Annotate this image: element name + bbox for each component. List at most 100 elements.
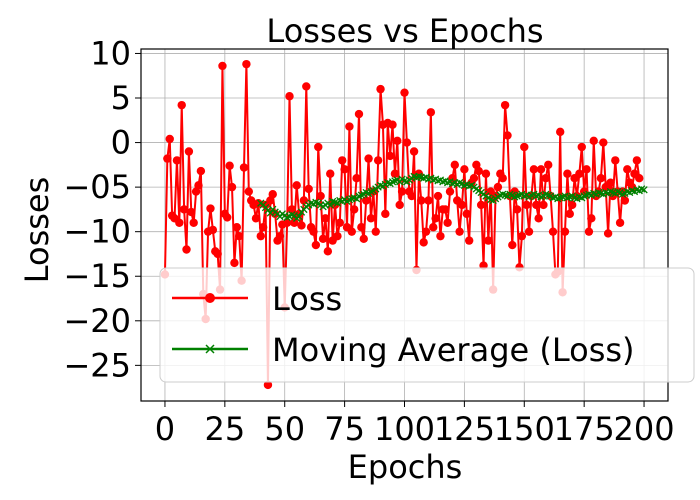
loss-point [462, 209, 471, 219]
loss-point [417, 196, 426, 205]
loss-point [318, 234, 328, 244]
moving-average-point [499, 190, 507, 198]
loss-point [441, 205, 450, 214]
loss-point [632, 156, 642, 165]
loss-point [290, 218, 299, 227]
loss-point [587, 214, 596, 223]
loss-point [165, 134, 174, 144]
y-tick-label: −10 [63, 213, 131, 251]
moving-average-point [326, 201, 334, 209]
moving-average-point [331, 198, 339, 206]
legend-loss-label: Loss [272, 280, 342, 318]
loss-point [544, 160, 553, 170]
loss-point [541, 174, 551, 183]
loss-point [429, 223, 438, 232]
loss-point [560, 227, 570, 236]
loss-point [208, 225, 218, 235]
loss-point [206, 204, 215, 213]
loss-point [539, 200, 548, 210]
loss-point [395, 200, 404, 210]
loss-point [512, 205, 522, 214]
x-axis-label: Epochs [348, 448, 463, 486]
loss-point [335, 218, 345, 227]
moving-average-point [594, 188, 603, 197]
y-tick-label: 10 [90, 34, 131, 72]
loss-point [556, 127, 565, 137]
loss-point [364, 154, 373, 163]
loss-point [345, 122, 354, 131]
plot-area [160, 59, 648, 390]
loss-point [611, 156, 620, 165]
loss-point [352, 174, 361, 183]
loss-point [393, 136, 402, 145]
y-tick-label: 5 [111, 79, 131, 117]
moving-average-point [455, 179, 464, 187]
x-tick-label: 25 [204, 410, 245, 448]
moving-average-point [328, 197, 337, 206]
moving-average-point [355, 192, 363, 200]
loss-point [424, 196, 433, 205]
loss-point [567, 200, 577, 210]
loss-point [532, 200, 541, 210]
loss-point [194, 181, 203, 190]
loss-point [503, 131, 512, 140]
loss-point [517, 231, 527, 241]
series-group [160, 59, 648, 390]
loss-point [321, 214, 330, 223]
loss-point [474, 166, 483, 176]
loss-point [373, 156, 383, 165]
loss-point [510, 187, 519, 196]
loss-point [431, 214, 440, 223]
loss-point [409, 147, 419, 156]
loss-point [457, 200, 467, 210]
loss-point [481, 169, 491, 178]
loss-point [500, 100, 510, 110]
loss-point [316, 191, 325, 201]
loss-point [577, 142, 586, 152]
moving-average-point [618, 190, 627, 198]
loss-point [189, 218, 198, 227]
x-tick-label: 0 [155, 410, 175, 448]
loss-point [314, 142, 323, 152]
moving-average-point [388, 178, 397, 186]
loss-point [354, 109, 364, 119]
y-tick-label: −25 [63, 346, 131, 384]
loss-point [258, 223, 268, 232]
loss-point [340, 165, 349, 174]
loss-point [311, 240, 321, 250]
loss-point [282, 218, 292, 227]
moving-average-point [544, 191, 552, 199]
loss-point [381, 209, 390, 219]
loss-point [536, 165, 546, 174]
loss-point [326, 169, 335, 178]
loss-point [426, 108, 436, 117]
loss-point [548, 227, 558, 236]
moving-average-point [563, 194, 572, 202]
moving-average-point [345, 195, 354, 204]
moving-average-point [367, 187, 375, 196]
loss-point [268, 190, 277, 199]
loss-point [450, 160, 460, 170]
loss-point [218, 61, 227, 71]
loss-point [244, 187, 253, 196]
loss-point [242, 59, 251, 69]
y-tick-label: −15 [63, 257, 131, 295]
loss-point [563, 169, 572, 178]
x-tick-label: 125 [434, 410, 495, 448]
loss-point [620, 196, 630, 205]
moving-average-point [580, 192, 588, 200]
loss-point [177, 100, 186, 110]
loss-point [603, 229, 613, 238]
loss-point [508, 240, 517, 250]
loss-point [498, 174, 507, 183]
loss-point [464, 236, 474, 245]
loss-point [402, 138, 412, 147]
moving-average-point [542, 190, 550, 198]
loss-point [615, 218, 625, 227]
moving-average-point [537, 193, 545, 201]
loss-point [235, 231, 244, 241]
loss-point [445, 187, 455, 196]
loss-point [397, 187, 407, 196]
